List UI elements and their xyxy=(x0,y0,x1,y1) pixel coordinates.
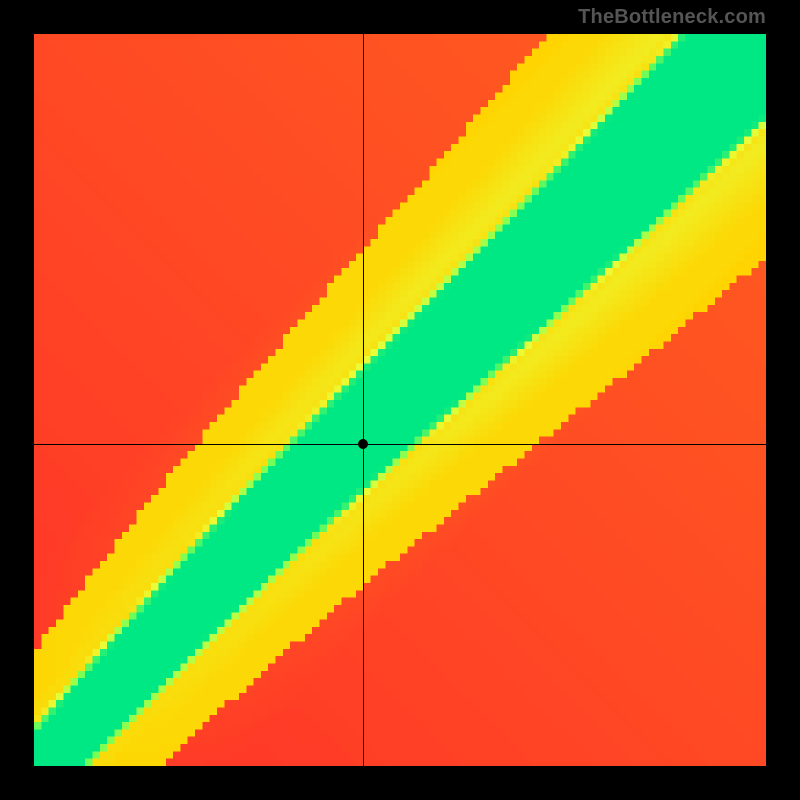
chart-container: TheBottleneck.com xyxy=(0,0,800,800)
heatmap-canvas xyxy=(34,34,766,766)
crosshair-point xyxy=(358,439,368,449)
watermark-text: TheBottleneck.com xyxy=(578,6,766,29)
crosshair-vertical xyxy=(363,34,364,766)
plot-area xyxy=(34,34,766,766)
crosshair-horizontal xyxy=(34,444,766,445)
